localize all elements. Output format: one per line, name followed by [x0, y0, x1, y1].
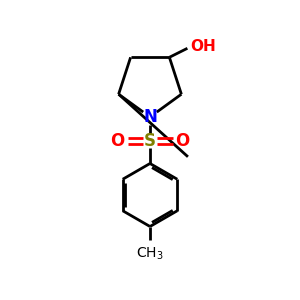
Text: CH$_3$: CH$_3$: [136, 245, 164, 262]
Text: N: N: [143, 108, 157, 126]
Text: OH: OH: [190, 39, 215, 54]
Text: O: O: [175, 132, 190, 150]
Text: S: S: [144, 132, 156, 150]
Text: O: O: [110, 132, 125, 150]
